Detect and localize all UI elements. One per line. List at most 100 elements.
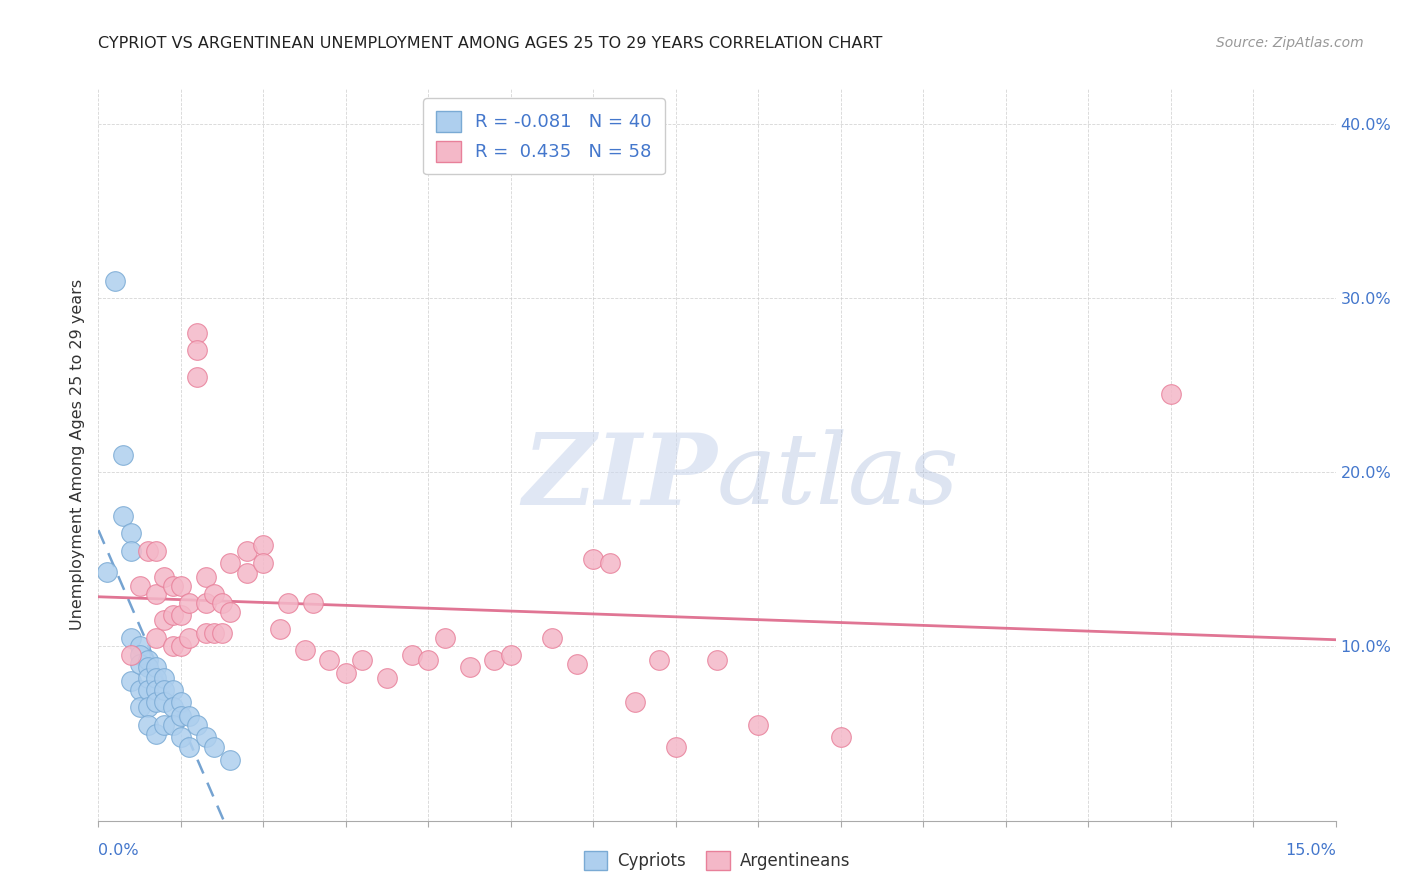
Point [128, 700, 150, 714]
Point [219, 753, 242, 767]
Point [375, 671, 398, 685]
Point [162, 700, 184, 714]
Point [145, 671, 167, 685]
Point [136, 683, 159, 698]
Point [162, 608, 184, 623]
Point [136, 700, 159, 714]
Point [128, 648, 150, 663]
Point [186, 326, 208, 340]
Y-axis label: Unemployment Among Ages 25 to 29 years: Unemployment Among Ages 25 to 29 years [70, 279, 86, 631]
Point [211, 596, 233, 610]
Text: ZIP: ZIP [522, 429, 717, 525]
Point [599, 556, 621, 570]
Point [565, 657, 588, 671]
Point [128, 578, 150, 592]
Point [136, 660, 159, 674]
Point [170, 608, 193, 623]
Point [136, 543, 159, 558]
Point [153, 613, 176, 627]
Text: 0.0%: 0.0% [98, 843, 139, 858]
Point [747, 718, 769, 732]
Point [665, 740, 688, 755]
Point [706, 653, 728, 667]
Point [162, 640, 184, 654]
Point [170, 640, 193, 654]
Point [648, 653, 671, 667]
Point [136, 653, 159, 667]
Point [830, 730, 852, 744]
Point [236, 566, 259, 581]
Point [418, 653, 440, 667]
Point [433, 631, 456, 645]
Point [219, 605, 242, 619]
Point [236, 543, 259, 558]
Point [112, 448, 135, 462]
Point [179, 740, 201, 755]
Point [202, 587, 225, 601]
Point [202, 625, 225, 640]
Point [499, 648, 522, 663]
Point [153, 695, 176, 709]
Point [120, 631, 142, 645]
Point [153, 570, 176, 584]
Point [170, 695, 193, 709]
Point [120, 648, 142, 663]
Point [484, 653, 506, 667]
Point [202, 740, 225, 755]
Point [153, 718, 176, 732]
Point [162, 578, 184, 592]
Point [1160, 387, 1182, 401]
Point [194, 625, 217, 640]
Point [352, 653, 374, 667]
Point [136, 671, 159, 685]
Point [170, 578, 193, 592]
Point [162, 718, 184, 732]
Point [186, 369, 208, 384]
Point [170, 730, 193, 744]
Point [186, 718, 208, 732]
Point [145, 631, 167, 645]
Point [153, 671, 176, 685]
Point [194, 570, 217, 584]
Point [252, 556, 274, 570]
Point [128, 683, 150, 698]
Point [318, 653, 340, 667]
Point [623, 695, 645, 709]
Point [541, 631, 564, 645]
Point [145, 660, 167, 674]
Point [120, 543, 142, 558]
Point [294, 643, 316, 657]
Point [136, 718, 159, 732]
Point [145, 695, 167, 709]
Point [145, 683, 167, 698]
Point [128, 657, 150, 671]
Text: Source: ZipAtlas.com: Source: ZipAtlas.com [1216, 36, 1364, 50]
Point [162, 683, 184, 698]
Point [120, 526, 142, 541]
Point [194, 730, 217, 744]
Point [145, 587, 167, 601]
Point [458, 660, 481, 674]
Point [104, 274, 127, 288]
Point [335, 665, 357, 680]
Point [252, 539, 274, 553]
Point [186, 343, 208, 358]
Point [153, 683, 176, 698]
Point [219, 556, 242, 570]
Legend: Cypriots, Argentineans: Cypriots, Argentineans [576, 842, 858, 878]
Text: CYPRIOT VS ARGENTINEAN UNEMPLOYMENT AMONG AGES 25 TO 29 YEARS CORRELATION CHART: CYPRIOT VS ARGENTINEAN UNEMPLOYMENT AMON… [98, 36, 883, 51]
Point [194, 596, 217, 610]
Point [269, 622, 291, 636]
Point [112, 508, 135, 523]
Point [179, 596, 201, 610]
Point [179, 709, 201, 723]
Point [582, 552, 605, 566]
Point [211, 625, 233, 640]
Point [302, 596, 325, 610]
Point [120, 674, 142, 689]
Point [277, 596, 299, 610]
Point [128, 640, 150, 654]
Point [145, 543, 167, 558]
Point [96, 565, 118, 579]
Text: 15.0%: 15.0% [1285, 843, 1336, 858]
